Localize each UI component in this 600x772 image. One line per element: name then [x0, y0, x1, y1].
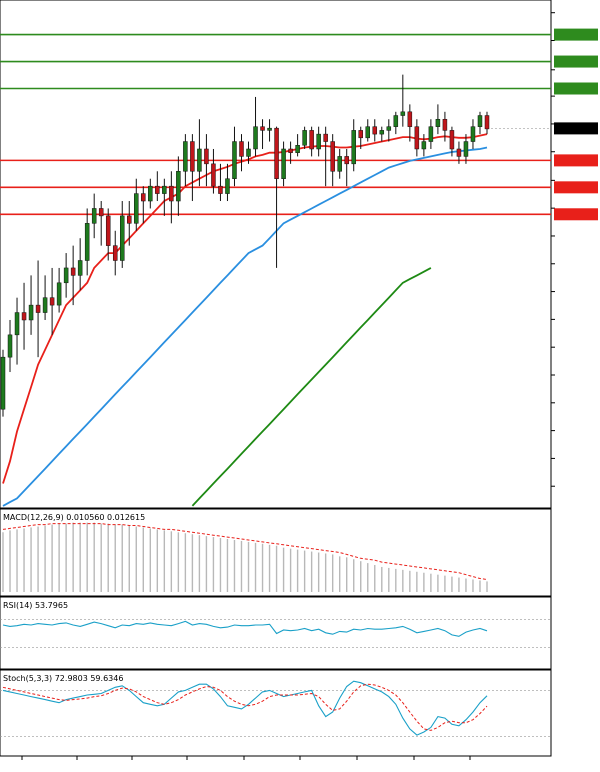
candle-body: [98, 208, 104, 217]
candle-body: [112, 245, 118, 261]
stoch-pane-frame: [0, 669, 552, 757]
macd-title: MACD(12,26,9) 0.010560 0.012615: [3, 513, 145, 522]
price-pane-frame: [0, 0, 552, 509]
candle-body: [442, 118, 448, 131]
candle-body: [393, 115, 399, 127]
candle-body: [162, 185, 167, 194]
candle-body: [323, 133, 328, 142]
candle-body: [119, 215, 125, 261]
candle-body: [253, 126, 258, 150]
level-tag-bg: [554, 154, 598, 167]
candle-body: [211, 163, 216, 187]
candle-body: [148, 185, 153, 202]
rsi-title: RSI(14) 53.7965: [3, 601, 68, 610]
candle-body: [267, 127, 272, 131]
stoch-layer: [0, 680, 551, 737]
candle-body: [28, 304, 34, 321]
stoch-d-line: [2, 683, 488, 731]
candle-body: [365, 126, 371, 139]
candle-body: [35, 304, 41, 313]
candle-body: [63, 267, 69, 284]
candle-body: [56, 282, 62, 306]
candle-body: [77, 260, 83, 276]
candle-body: [477, 115, 483, 127]
price-axis: [551, 12, 598, 487]
candle-body: [127, 215, 132, 224]
candle-body: [183, 141, 188, 172]
candle-body: [91, 208, 97, 224]
candle-body: [302, 130, 307, 146]
candle-body: [14, 312, 20, 336]
candle-body: [344, 156, 349, 165]
candle-body: [414, 126, 420, 150]
rsi-layer: [0, 618, 551, 649]
moving-average-line-3: [191, 267, 432, 507]
candle-body: [84, 223, 90, 261]
candle-body: [134, 193, 139, 224]
moving-average-line-1: [2, 133, 488, 484]
time-axis: [21, 756, 471, 760]
candle-body: [239, 141, 244, 157]
candle-body: [330, 141, 335, 172]
candle-body: [463, 141, 469, 157]
candle-body: [21, 312, 27, 321]
macd-pane-frame: [0, 508, 552, 597]
candle-body: [288, 148, 293, 153]
rsi-pane-frame: [0, 596, 552, 670]
candle-body: [190, 141, 195, 172]
level-tag-bg: [554, 55, 598, 68]
candle-body: [0, 356, 6, 410]
rsi-line: [2, 620, 488, 637]
macd-signal-line: [2, 523, 488, 580]
candle-body: [232, 141, 237, 179]
candle-body: [281, 148, 286, 179]
candle-body: [421, 141, 427, 150]
candle-body: [204, 148, 209, 165]
candle-body: [456, 148, 462, 157]
candle-body: [484, 115, 490, 130]
candle-body: [379, 130, 385, 135]
candle-body: [218, 185, 223, 194]
moving-average-line-2: [2, 146, 488, 507]
candle-body: [358, 130, 363, 139]
candle-body: [197, 148, 202, 172]
candle-body: [176, 171, 181, 202]
candle-body: [260, 126, 265, 131]
candle-body: [316, 133, 321, 150]
candle-body: [225, 178, 230, 194]
candle-body: [49, 297, 55, 306]
candle-body: [449, 130, 455, 150]
candle-body: [428, 126, 434, 142]
level-tag-bg: [554, 208, 598, 221]
candle-body: [295, 145, 300, 153]
candle-body: [141, 193, 146, 202]
candle-body: [169, 185, 174, 202]
macd-layer: [2, 522, 488, 592]
candle-body: [309, 130, 314, 150]
candle-body: [351, 130, 356, 165]
current-price-tag-bg: [554, 122, 598, 135]
candle-body: [407, 111, 413, 127]
candle-body: [7, 334, 13, 358]
price-series-layer: [0, 33, 551, 507]
candle-body: [155, 185, 160, 194]
candle-body: [337, 156, 342, 172]
level-tag-bg: [554, 82, 598, 95]
candle-body: [246, 148, 251, 157]
candle-body: [435, 118, 441, 127]
candle-body: [70, 267, 76, 276]
level-tag-bg: [554, 181, 598, 194]
candle-body: [400, 111, 406, 116]
level-tag-bg: [554, 28, 598, 41]
candle-body: [274, 127, 279, 179]
candle-body: [470, 126, 476, 142]
candle-body: [386, 126, 392, 131]
stoch-k-line: [2, 680, 488, 736]
candle-body: [372, 126, 378, 135]
candle-body: [42, 297, 48, 313]
stoch-title: Stoch(5,3,3) 72.9803 59.6346: [3, 674, 123, 683]
candle-body: [105, 215, 111, 246]
